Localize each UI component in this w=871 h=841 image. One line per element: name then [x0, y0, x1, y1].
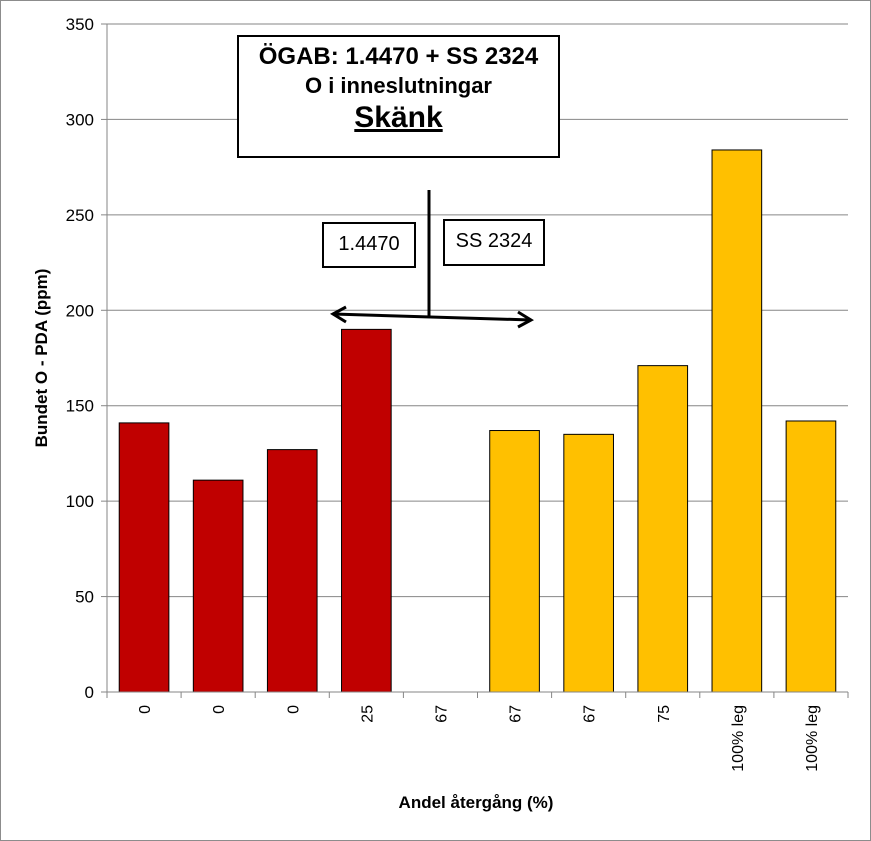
bar	[341, 328, 392, 693]
y-tick-labels: 0 50 100 150 200 250 300 350	[66, 15, 94, 702]
y-tick-label: 50	[75, 588, 94, 607]
chart-title-box: ÖGAB: 1.4470 + SS 2324 O i inneslutninga…	[237, 35, 560, 158]
chart-subtitle: O i inneslutningar	[304, 73, 492, 98]
bar	[118, 422, 170, 693]
bars	[118, 149, 837, 693]
bar	[563, 433, 614, 693]
x-tick-label: 67	[582, 705, 599, 723]
x-tick-label: 100% leg	[730, 705, 747, 772]
y-tick-label: 200	[66, 301, 94, 320]
y-tick-label: 150	[66, 397, 94, 416]
steel-1-4470-label: 1.4470	[322, 222, 416, 268]
bar	[192, 479, 244, 693]
y-tick-label: 0	[85, 683, 94, 702]
y-axis-title: Bundet O - PDA (ppm)	[32, 269, 51, 448]
y-tick-label: 250	[66, 206, 94, 225]
chart-title: ÖGAB: 1.4470 + SS 2324	[258, 43, 539, 70]
x-tick-label: 25	[359, 705, 376, 723]
x-tick-labels: 0 0 0 25 67 67 67 75 100% leg 100% leg	[137, 705, 821, 772]
chart-subtitle-location: Skänk	[354, 101, 443, 134]
bar	[785, 420, 837, 693]
y-tick-label: 300	[66, 110, 94, 129]
y-tick-label: 350	[66, 15, 94, 34]
x-axis-title: Andel återgång (%)	[399, 793, 554, 812]
x-tick-label: 100% leg	[804, 705, 821, 772]
bar	[489, 430, 540, 693]
x-tick-label: 67	[433, 705, 450, 723]
x-tick-label: 67	[508, 705, 525, 723]
bar	[711, 149, 763, 693]
y-tick-label: 100	[66, 492, 94, 511]
bar	[637, 365, 689, 693]
x-tick-label: 0	[285, 705, 302, 714]
bar	[266, 449, 318, 693]
x-tick-label: 0	[211, 705, 228, 714]
x-tick-label: 0	[137, 705, 154, 714]
axes	[101, 23, 849, 698]
divider-arrow	[329, 190, 535, 329]
x-tick-label: 75	[656, 705, 673, 723]
steel-ss-2324-label: SS 2324	[443, 219, 545, 266]
